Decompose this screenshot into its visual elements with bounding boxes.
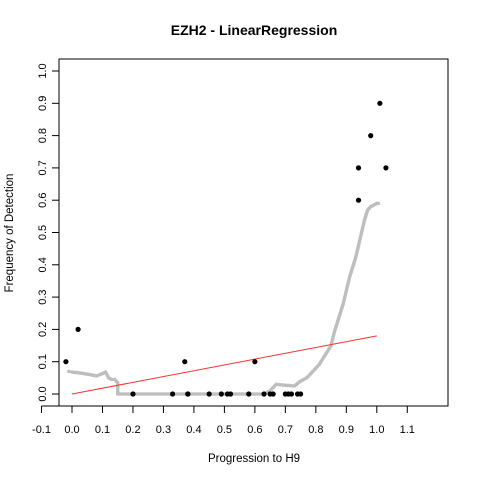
data-point [298,391,304,397]
plot-frame [58,58,449,407]
x-tick-label: 0.8 [308,424,323,436]
x-tick-label: 0.6 [247,424,262,436]
data-point [185,391,191,397]
y-tick-label: 0.5 [37,225,49,240]
y-tick-label: 0.4 [37,257,49,272]
data-point [63,359,69,365]
y-tick-label: 0.6 [37,193,49,208]
data-point [218,391,224,397]
y-tick-label: 0.8 [37,128,49,143]
y-tick-label: 0.9 [37,96,49,111]
data-point [252,359,258,365]
x-tick-label: 1.0 [369,424,384,436]
y-tick-label: 0.1 [37,354,49,369]
y-tick-label: 0.7 [37,160,49,175]
x-tick-label: 1.1 [400,424,415,436]
y-tick-label: 0.0 [37,386,49,401]
data-point [75,326,81,332]
x-tick-label: 0.0 [64,424,79,436]
x-tick-label: 0.1 [95,424,110,436]
data-point [169,391,176,397]
x-tick-label: -0.1 [32,424,51,436]
y-tick-label: 0.3 [37,289,49,304]
data-point [227,391,234,397]
x-tick-label: 0.3 [156,424,171,436]
data-point [270,391,276,397]
y-axis: 0.0 0.1 0.2 0.3 0.4 0.5 0.6 0.7 0.8 0.9 1.0 [37,63,60,402]
regression-line [71,335,377,395]
x-tick-label: 0.7 [278,424,293,436]
data-point [368,133,374,139]
smooth-point [109,377,114,382]
x-tick-label: 0.2 [125,424,140,436]
data-point [206,391,212,397]
smooth-point [67,369,71,374]
y-axis-title: Frequency of Detection [4,174,16,293]
observed-points [63,100,389,397]
data-point [288,391,295,397]
x-tick-label: 0.9 [339,424,354,436]
x-tick-label: 0.5 [217,424,232,436]
x-tick-label: 0.4 [186,424,201,436]
smooth-curve [67,201,381,396]
smooth-point [376,201,381,206]
data-point [377,100,383,106]
data-point [182,359,188,365]
data-point [355,165,362,171]
y-tick-label: 0.2 [37,322,49,337]
data-point [355,197,362,203]
chart-title: EZH2 - LinearRegression [171,22,338,38]
x-axis: -0.1 0.0 0.1 0.2 0.3 0.4 0.5 0.6 0.7 0.8 0.9 1.0 1.1 [32,405,415,436]
data-point [383,165,389,171]
series-layer [63,100,389,397]
y-tick-label: 1.0 [37,63,49,78]
data-point [261,391,267,397]
data-point [130,391,136,397]
x-axis-title: Progression to H9 [208,453,300,465]
data-point [246,391,252,397]
